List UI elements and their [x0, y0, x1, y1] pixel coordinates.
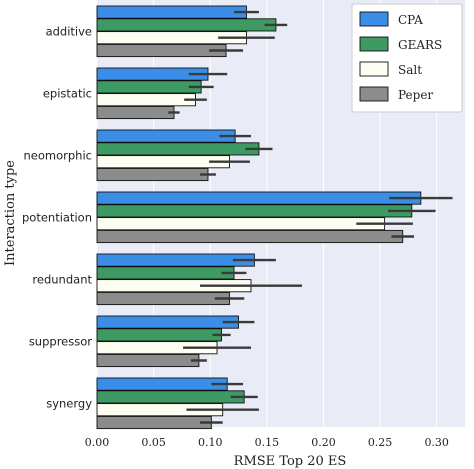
bar [96, 80, 202, 94]
category-label: potentiation [22, 210, 92, 224]
x-tick-label: 0.10 [198, 436, 223, 449]
legend-label: Peper [398, 88, 433, 102]
legend: CPA GEARS Salt Peper [351, 3, 463, 113]
legend-label: CPA [398, 13, 423, 27]
bar [96, 204, 413, 218]
bar [96, 217, 386, 231]
category-label: synergy [46, 396, 92, 410]
legend-label: GEARS [398, 38, 442, 52]
legend-swatch [359, 86, 389, 102]
x-tick-label: 0.05 [141, 436, 166, 449]
bar [96, 229, 404, 244]
bar [96, 142, 260, 156]
category-label: redundant [32, 272, 92, 286]
bar [96, 315, 239, 329]
x-tick-label: 0.15 [255, 436, 280, 449]
bar [96, 266, 235, 280]
bars [96, 5, 422, 430]
legend-swatch [359, 36, 389, 52]
legend-swatch [359, 11, 389, 27]
bar [96, 353, 200, 368]
x-axis-ticks: 0.00 0.05 0.10 0.15 0.20 0.25 0.30 [85, 436, 449, 449]
y-axis-categories: additive epistatic neomorphic potentiation r… [22, 24, 92, 410]
bar [96, 390, 245, 404]
legend-box [351, 3, 463, 113]
category-label: epistatic [43, 86, 92, 100]
error-bars [168, 10, 453, 424]
x-axis-title: RMSE Top 20 ES [234, 454, 347, 469]
bar [96, 43, 227, 58]
bar [96, 167, 209, 182]
category-label: suppressor [29, 334, 92, 348]
bar [96, 5, 247, 19]
bar [96, 18, 277, 32]
bar [96, 105, 175, 120]
legend-label: Salt [398, 63, 422, 77]
x-tick-label: 0.20 [311, 436, 336, 449]
bar [96, 291, 230, 306]
bar [96, 328, 223, 342]
bar [96, 253, 255, 267]
x-tick-label: 0.25 [368, 436, 393, 449]
bar [96, 415, 212, 430]
bar [96, 377, 228, 391]
bar [96, 191, 422, 205]
y-axis-title: Interaction type [3, 160, 18, 266]
category-label: neomorphic [24, 148, 92, 162]
x-tick-label: 0.00 [85, 436, 110, 449]
legend-swatch [359, 61, 389, 77]
bar [96, 129, 236, 143]
x-tick-label: 0.30 [424, 436, 449, 449]
bar [96, 93, 196, 107]
category-label: additive [46, 24, 92, 38]
